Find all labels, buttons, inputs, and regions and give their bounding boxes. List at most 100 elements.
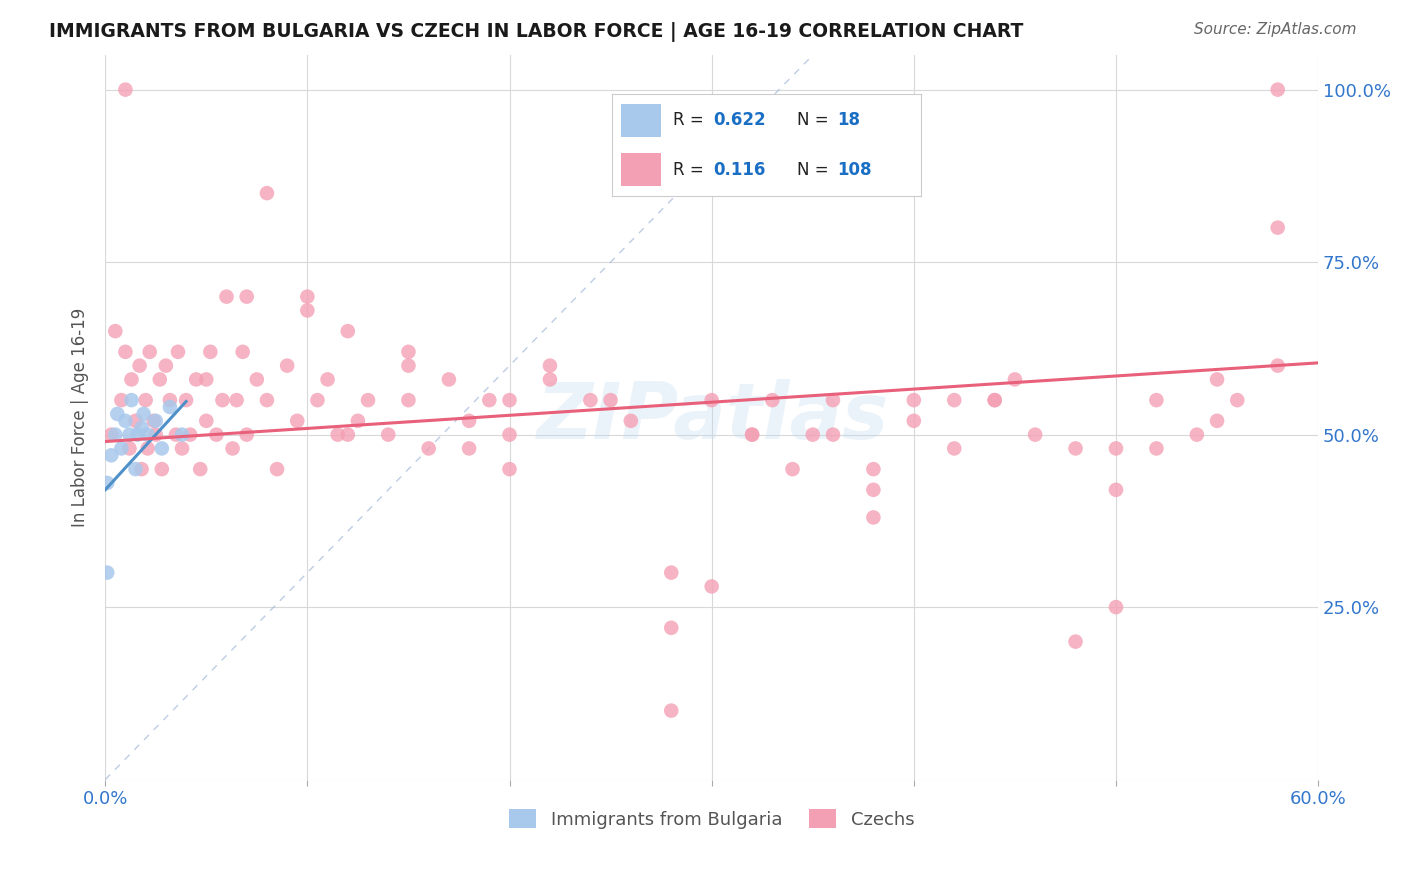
Text: Source: ZipAtlas.com: Source: ZipAtlas.com	[1194, 22, 1357, 37]
Point	[159, 400, 181, 414]
Point	[215, 290, 238, 304]
Point	[118, 442, 141, 456]
Point	[498, 462, 520, 476]
Point	[136, 427, 159, 442]
Point	[170, 427, 193, 442]
Point	[110, 442, 132, 456]
Point	[195, 414, 218, 428]
Point	[599, 393, 621, 408]
Point	[150, 462, 173, 476]
Point	[131, 421, 153, 435]
Point	[186, 372, 208, 386]
Point	[377, 427, 399, 442]
Text: 108: 108	[838, 161, 872, 178]
Point	[297, 290, 319, 304]
Point	[200, 344, 222, 359]
Point	[943, 442, 966, 456]
Point	[170, 442, 193, 456]
Point	[150, 442, 173, 456]
Y-axis label: In Labor Force | Age 16-19: In Labor Force | Age 16-19	[72, 308, 89, 527]
Point	[538, 359, 561, 373]
Point	[167, 344, 190, 359]
Point	[741, 427, 763, 442]
Point	[1024, 427, 1046, 442]
Point	[159, 393, 181, 408]
Point	[179, 427, 201, 442]
Point	[297, 303, 319, 318]
Point	[983, 393, 1005, 408]
Point	[782, 462, 804, 476]
Point	[124, 462, 146, 476]
Point	[195, 372, 218, 386]
Point	[1004, 372, 1026, 386]
Point	[620, 414, 643, 428]
Point	[165, 427, 187, 442]
Point	[983, 393, 1005, 408]
Point	[145, 427, 167, 442]
Point	[221, 442, 243, 456]
Point	[121, 372, 143, 386]
Point	[124, 414, 146, 428]
Text: N =: N =	[797, 112, 834, 129]
Point	[96, 566, 118, 580]
Point	[1064, 442, 1087, 456]
Point	[118, 427, 141, 442]
Point	[761, 393, 783, 408]
Point	[659, 621, 682, 635]
Point	[136, 442, 159, 456]
Point	[1267, 220, 1289, 235]
Point	[659, 704, 682, 718]
Point	[256, 393, 278, 408]
Point	[128, 359, 150, 373]
Point	[398, 393, 420, 408]
Point	[398, 344, 420, 359]
Point	[821, 427, 844, 442]
Point	[943, 393, 966, 408]
Point	[205, 427, 228, 442]
Point	[149, 372, 172, 386]
Point	[437, 372, 460, 386]
Point	[801, 427, 824, 442]
Point	[285, 414, 308, 428]
Point	[903, 414, 925, 428]
Point	[316, 372, 339, 386]
Point	[256, 186, 278, 201]
Point	[821, 393, 844, 408]
Point	[1185, 427, 1208, 442]
Point	[135, 393, 157, 408]
Point	[903, 393, 925, 408]
Point	[1144, 442, 1167, 456]
Text: 0.622: 0.622	[714, 112, 766, 129]
Point	[1226, 393, 1249, 408]
Point	[336, 427, 359, 442]
Legend: Immigrants from Bulgaria, Czechs: Immigrants from Bulgaria, Czechs	[502, 802, 921, 836]
Point	[347, 414, 370, 428]
Point	[145, 414, 167, 428]
Text: R =: R =	[673, 161, 710, 178]
Point	[418, 442, 440, 456]
Point	[100, 448, 122, 462]
Point	[110, 393, 132, 408]
Point	[336, 324, 359, 338]
Text: ZIPatlas: ZIPatlas	[536, 379, 887, 456]
Point	[114, 82, 136, 96]
Point	[1206, 414, 1229, 428]
Point	[235, 427, 257, 442]
Text: 0.116: 0.116	[714, 161, 766, 178]
Point	[104, 427, 127, 442]
Point	[741, 427, 763, 442]
Point	[659, 566, 682, 580]
Point	[100, 427, 122, 442]
Point	[188, 462, 211, 476]
Point	[498, 393, 520, 408]
Bar	[621, 153, 661, 186]
Point	[1105, 483, 1128, 497]
Point	[266, 462, 288, 476]
Point	[246, 372, 269, 386]
Point	[1267, 359, 1289, 373]
Point	[235, 290, 257, 304]
Point	[105, 407, 128, 421]
Point	[127, 427, 149, 442]
Point	[1267, 82, 1289, 96]
Point	[131, 462, 153, 476]
